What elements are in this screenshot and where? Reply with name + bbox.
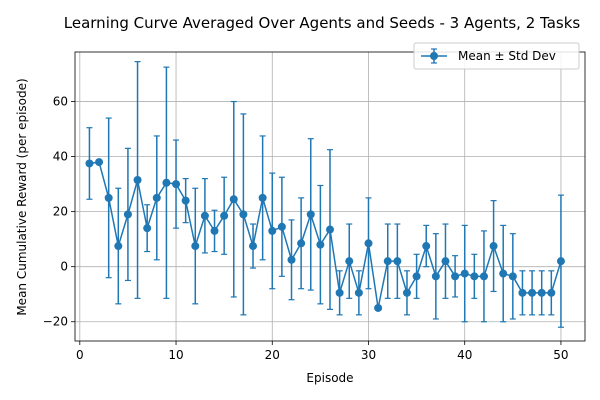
chart-title: Learning Curve Averaged Over Agents and … (64, 14, 581, 32)
data-point (393, 257, 402, 266)
data-point (547, 288, 556, 297)
data-point (191, 242, 200, 251)
data-point (364, 239, 373, 248)
y-axis-label: Mean Cumulative Reward (per episode) (15, 78, 29, 315)
data-point (200, 211, 209, 220)
data-point (85, 159, 94, 168)
legend-point-marker (430, 52, 438, 60)
data-point (451, 272, 460, 281)
data-point (162, 178, 171, 187)
data-point (489, 242, 498, 251)
data-point (528, 288, 537, 297)
data-point (123, 210, 132, 219)
data-point (412, 272, 421, 281)
data-point (220, 211, 229, 220)
data-point (297, 239, 306, 248)
data-point (239, 210, 248, 219)
x-tick-label: 10 (168, 348, 183, 362)
data-point (556, 257, 565, 266)
x-tick-label: 0 (76, 348, 84, 362)
data-point (354, 288, 363, 297)
data-point (470, 272, 479, 281)
data-point (229, 195, 238, 204)
data-series (85, 61, 565, 328)
data-point (181, 196, 190, 205)
data-point (374, 303, 383, 312)
x-tick-label: 50 (553, 348, 568, 362)
data-point (326, 225, 334, 234)
data-point (460, 269, 469, 278)
x-axis-label: Episode (306, 371, 353, 385)
data-point (537, 288, 546, 297)
data-point (335, 288, 344, 297)
data-point (431, 272, 440, 281)
data-point (268, 226, 277, 235)
data-point (287, 255, 296, 264)
x-tick-label: 20 (265, 348, 280, 362)
data-point (104, 193, 113, 202)
data-point (479, 272, 488, 281)
x-tick-label: 40 (457, 348, 472, 362)
data-point (441, 257, 450, 266)
legend-label: Mean ± Std Dev (458, 49, 556, 63)
data-point (345, 257, 354, 266)
legend: Mean ± Std Dev (413, 42, 580, 70)
data-point (114, 242, 123, 251)
data-point (518, 288, 527, 297)
plot-frame (74, 51, 586, 342)
data-point (306, 210, 315, 219)
data-point (95, 158, 104, 167)
data-point (249, 242, 258, 251)
y-tick-label: 40 (53, 150, 68, 164)
axis-ticks: 0 10 20 30 40 50 −20 0 20 40 60 (43, 95, 569, 362)
y-tick-label: 0 (60, 260, 68, 274)
data-point (422, 242, 431, 251)
y-tick-label: 20 (53, 205, 68, 219)
data-point (210, 226, 219, 235)
data-point (316, 240, 325, 249)
data-point (258, 193, 267, 202)
data-point (277, 222, 286, 231)
data-point (383, 257, 392, 266)
data-point (402, 288, 411, 297)
data-point (172, 180, 181, 189)
data-point (499, 269, 508, 278)
data-point (133, 175, 142, 184)
x-tick-label: 30 (361, 348, 376, 362)
data-point (143, 224, 152, 233)
y-tick-label: 60 (53, 95, 68, 109)
legend-box (413, 42, 580, 70)
data-point (508, 272, 517, 281)
data-point (152, 193, 161, 202)
y-tick-label: −20 (43, 315, 68, 329)
